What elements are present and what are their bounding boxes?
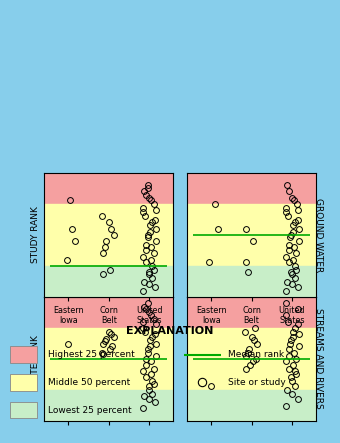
Bar [44,328,173,390]
Text: EXPLANATION: EXPLANATION [126,326,214,336]
Bar [10,374,37,391]
Title: INSECTICIDES: INSECTICIDES [211,283,292,293]
Bar [44,297,173,328]
Title: HERBICIDES: HERBICIDES [73,283,144,293]
Bar [44,173,173,204]
Text: Median rank: Median rank [228,350,284,359]
Bar [187,173,316,204]
Bar [10,402,37,418]
Bar [44,390,173,421]
Y-axis label: STREAMS AND RIVERS: STREAMS AND RIVERS [314,308,323,409]
Bar [187,266,316,297]
Bar [187,390,316,421]
Bar [10,346,37,363]
Y-axis label: SITE RANK: SITE RANK [31,335,40,382]
Bar [187,328,316,390]
Y-axis label: GROUND WATER: GROUND WATER [314,198,323,272]
Text: Lowest 25 percent: Lowest 25 percent [48,406,131,415]
Text: Highest 25 percent: Highest 25 percent [48,350,134,359]
Text: Site or study: Site or study [228,378,286,387]
Bar [44,204,173,266]
Y-axis label: STUDY RANK: STUDY RANK [31,206,40,263]
Text: Middle 50 percent: Middle 50 percent [48,378,130,387]
Bar [187,204,316,266]
Bar [187,297,316,328]
Bar [44,266,173,297]
